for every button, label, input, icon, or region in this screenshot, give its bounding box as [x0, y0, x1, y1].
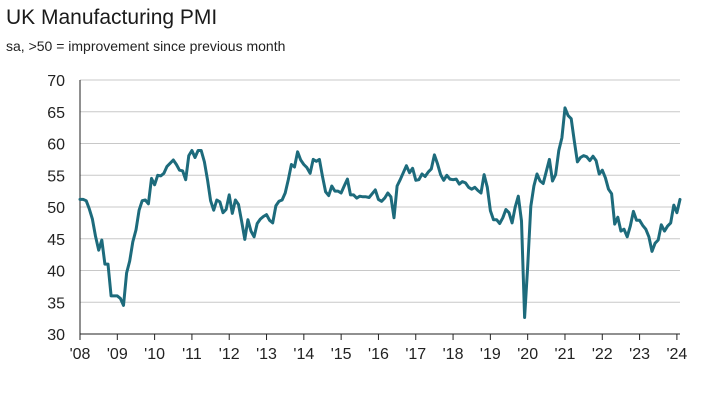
y-tick-label: 50: [47, 200, 65, 217]
x-tick-label: '19: [480, 346, 501, 363]
plot-area: [78, 106, 682, 319]
x-tick-label: '13: [256, 346, 277, 363]
x-tick-label: '10: [144, 346, 165, 363]
y-tick-label: 30: [47, 327, 65, 344]
x-tick-label: '18: [443, 346, 464, 363]
y-axis: 30 35 40 45 50 55 60 65 70: [47, 73, 81, 344]
series-line: [78, 106, 682, 319]
x-tick-label: '09: [107, 346, 128, 363]
x-tick-label: '24: [666, 346, 687, 363]
x-tick-label: '16: [368, 346, 389, 363]
x-tick-label: '21: [555, 346, 576, 363]
y-tick-label: 35: [47, 295, 65, 312]
x-tick-label: '11: [182, 346, 202, 363]
x-tick-label: '22: [592, 346, 613, 363]
x-tick-label: '15: [331, 346, 352, 363]
gridlines: [80, 79, 680, 303]
y-tick-label: 45: [47, 232, 65, 249]
chart-subtitle: sa, >50 = improvement since previous mon…: [6, 38, 286, 54]
x-tick-label: '20: [517, 346, 538, 363]
x-tick-label: '23: [629, 346, 650, 363]
chart-title: UK Manufacturing PMI: [6, 6, 218, 29]
y-tick-label: 55: [47, 168, 65, 185]
x-tick-label: '12: [219, 346, 240, 363]
x-tick-label: '14: [293, 346, 314, 363]
y-tick-label: 40: [47, 264, 65, 281]
y-tick-label: 60: [47, 137, 65, 154]
x-tick-label: '08: [70, 346, 91, 363]
y-tick-label: 70: [47, 73, 65, 90]
y-tick-label: 65: [47, 105, 65, 122]
x-tick-label: '17: [405, 346, 426, 363]
x-axis: '08 '09 '10 '11 '12 '13 '14 '15 '16 '17 '18 '19 '20 '…: [70, 333, 687, 363]
